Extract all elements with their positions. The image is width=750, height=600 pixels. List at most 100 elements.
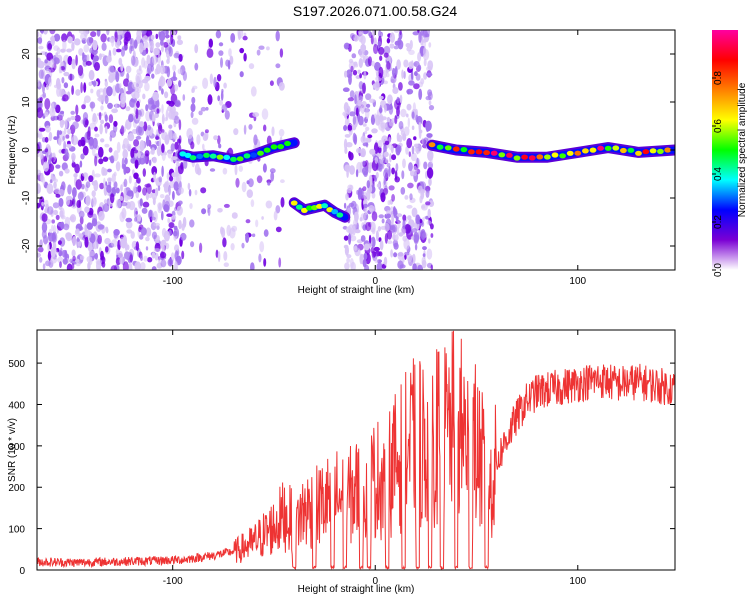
noise-blob [125,217,133,223]
noise-blob [88,207,94,216]
noise-blob [76,200,81,208]
noise-blob [262,163,267,173]
noise-blob [415,114,419,123]
noise-blob [152,156,157,164]
noise-blob [402,133,407,141]
noise-blob [207,94,213,105]
noise-blob [99,182,105,190]
noise-blob [228,48,232,57]
noise-blob [57,240,62,246]
noise-blob [84,206,90,213]
noise-blob [115,199,122,209]
ridge-3-core [589,147,597,153]
spectrogram-noise [37,30,435,270]
ridge-3-core [635,150,642,156]
noise-blob [406,103,412,111]
noise-blob [430,233,434,238]
noise-blob [62,39,67,51]
ridge-3-core [551,152,559,158]
noise-blob [356,222,360,231]
noise-blob [58,112,65,118]
noise-blob [346,257,350,264]
noise-blob [391,213,394,225]
noise-blob [137,214,142,222]
noise-blob [80,32,86,41]
ridge-1-core [184,152,192,158]
noise-blob [371,128,378,134]
snr-panel: -100 0 100 0 100 200 300 400 500 Height of strai… [7,329,676,595]
noise-blob [371,227,376,235]
noise-blob [126,229,133,234]
noise-blob [133,39,138,49]
noise-blob [406,253,413,263]
noise-blob [383,45,391,55]
noise-blob [51,219,55,224]
ridge-1-core [223,154,231,160]
noise-blob [52,202,60,209]
noise-blob [388,185,395,191]
noise-blob [63,71,70,77]
noise-blob [60,66,66,71]
noise-blob [150,34,155,41]
noise-blob [420,229,426,240]
noise-blob [230,33,236,43]
noise-blob [252,112,260,118]
noise-blob [147,63,152,75]
noise-blob [374,156,378,164]
noise-blob [200,187,207,194]
noise-blob [258,45,265,50]
noise-blob [243,52,247,62]
noise-blob [165,242,170,250]
noise-blob [44,136,49,143]
noise-blob [77,65,84,76]
noise-blob [354,94,357,105]
noise-blob [37,143,40,154]
noise-blob [376,262,383,270]
noise-blob [37,152,40,158]
noise-blob [116,141,121,154]
noise-blob [412,31,420,36]
noise-blob [354,211,359,222]
noise-blob [220,90,224,101]
noise-blob [53,181,57,189]
noise-blob [208,38,213,48]
noise-blob [159,76,166,87]
noise-blob [363,252,368,260]
noise-blob [121,45,129,51]
noise-blob [430,264,433,270]
noise-blob [357,190,362,200]
noise-blob [189,219,195,228]
noise-blob [167,150,172,159]
noise-blob [134,181,138,187]
noise-blob [200,106,207,112]
noise-blob [55,104,61,114]
noise-blob [374,258,379,264]
noise-blob [151,266,157,270]
noise-blob [261,108,269,120]
ridge-3-core [604,145,612,151]
noise-blob [377,115,384,125]
ridge-3-core [460,147,468,153]
noise-blob [124,31,132,42]
noise-blob [104,95,109,105]
noise-blob [160,39,164,46]
noise-blob [258,253,262,263]
noise-blob [267,181,271,186]
noise-blob [164,91,169,99]
noise-blob [79,216,84,225]
noise-blob [372,180,375,190]
noise-blob [369,98,375,104]
noise-blob [403,71,406,79]
noise-blob [421,205,426,209]
noise-blob [192,85,198,90]
noise-blob [153,248,161,253]
noise-blob [198,110,203,116]
noise-blob [407,215,412,221]
noise-blob [207,207,211,217]
noise-blob [163,230,170,242]
noise-blob [253,134,258,146]
noise-blob [158,30,166,42]
noise-blob [403,59,409,68]
noise-blob [368,205,375,212]
